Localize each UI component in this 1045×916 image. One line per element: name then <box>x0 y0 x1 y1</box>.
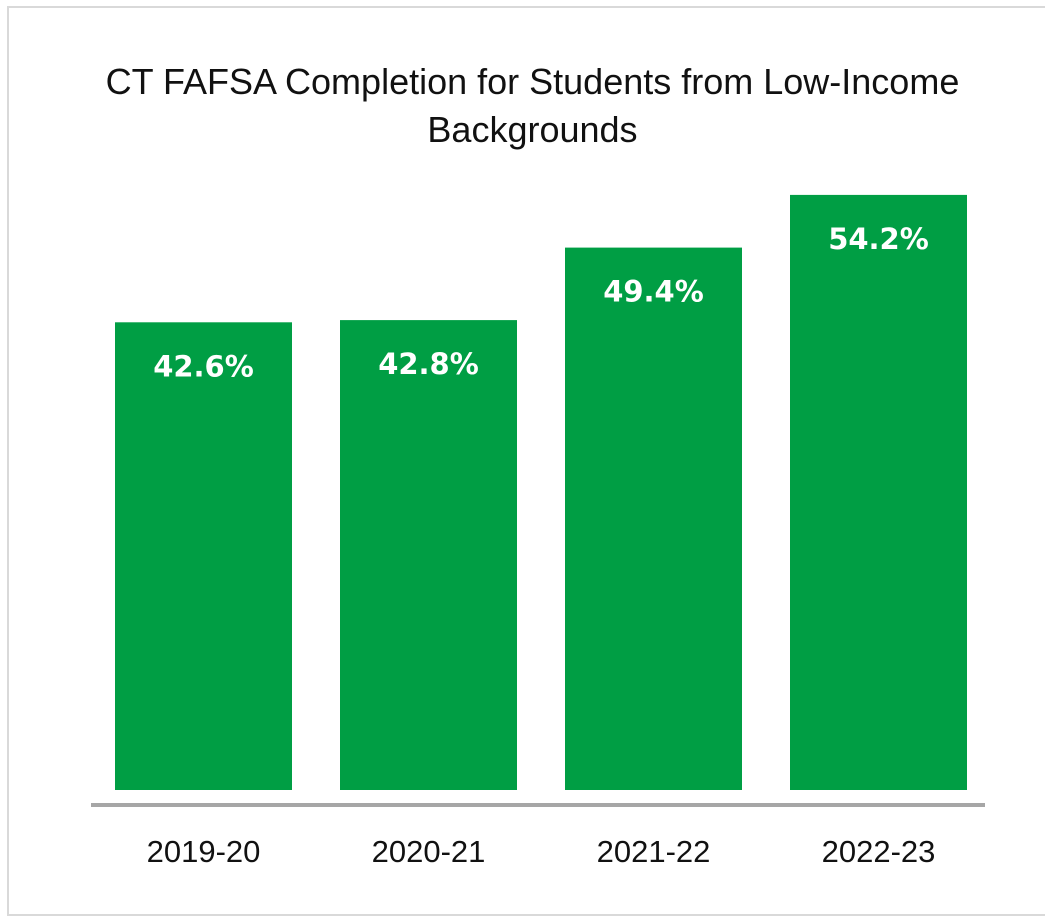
x-tick-label: 2019-20 <box>147 834 261 869</box>
bars-group: 42.6% 42.8% 49.4% 54.2% <box>115 194 967 791</box>
bar-2022-23 <box>790 194 967 790</box>
bar-data-label: 42.8% <box>378 347 479 381</box>
x-tick-labels-group: 2019-20 2020-21 2021-22 2022-23 <box>147 834 936 869</box>
bar-data-label: 42.6% <box>153 349 254 383</box>
bar-2021-22 <box>565 247 742 791</box>
x-tick-label: 2020-21 <box>372 834 486 869</box>
bar-2020-21 <box>340 320 517 790</box>
bar-data-label: 54.2% <box>828 222 929 256</box>
bar-2019-20 <box>115 322 292 790</box>
bar-data-label: 49.4% <box>603 275 704 309</box>
x-tick-label: 2021-22 <box>597 834 711 869</box>
chart-title: CT FAFSA Completion for Students from Lo… <box>105 61 960 150</box>
x-tick-label: 2022-23 <box>822 834 936 869</box>
